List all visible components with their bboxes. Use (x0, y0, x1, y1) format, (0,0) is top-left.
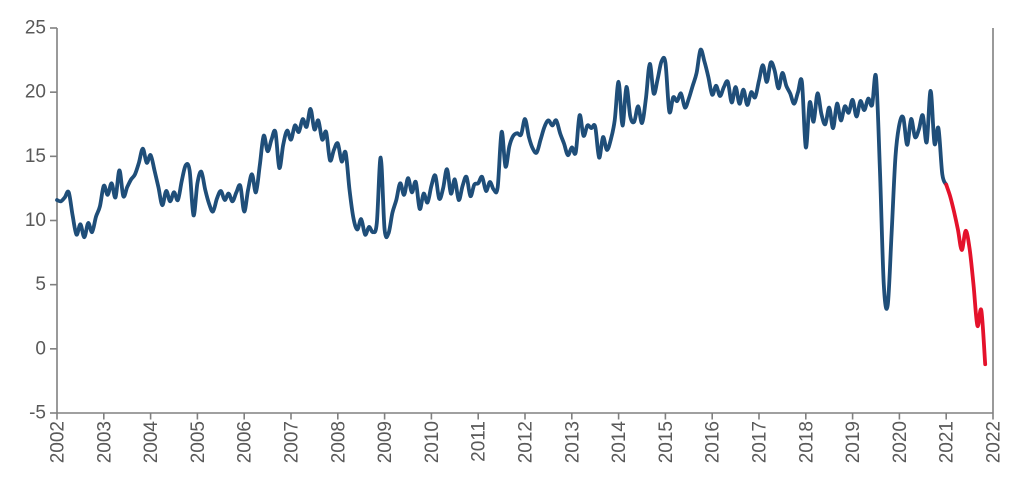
x-tick-label: 2016 (703, 421, 724, 463)
x-tick-label: 2019 (843, 421, 864, 463)
x-tick-label: 2009 (375, 421, 396, 463)
x-tick-label: 2006 (235, 421, 256, 463)
y-tick-label: 25 (25, 18, 46, 39)
x-tick-label: 2013 (562, 421, 583, 463)
x-tick-label: 2008 (328, 421, 349, 463)
y-tick-label: 5 (35, 274, 46, 295)
x-tick-label: 2002 (48, 421, 69, 463)
highlight-series-path (944, 182, 988, 367)
y-tick-label: 0 (35, 338, 46, 359)
main-series-path (55, 47, 949, 311)
x-tick-label: 2017 (750, 421, 771, 463)
y-tick-label: 10 (25, 210, 46, 231)
x-tick-label: 2020 (890, 421, 911, 463)
x-tick-label: 2015 (656, 421, 677, 463)
x-tick-label: 2022 (984, 421, 1005, 463)
x-tick-label: 2012 (516, 421, 537, 463)
x-tick-label: 2021 (937, 421, 958, 463)
x-tick-label: 2003 (94, 421, 115, 463)
x-tick-label: 2014 (609, 421, 630, 464)
x-tick-label: 2007 (282, 421, 303, 463)
y-tick-label: 20 (25, 82, 46, 103)
x-tick-label: 2011 (469, 421, 490, 462)
x-tick-label: 2004 (141, 421, 162, 464)
y-tick-label: -5 (29, 403, 46, 424)
x-tick-label: 2010 (422, 421, 443, 463)
y-tick-label: 15 (25, 146, 46, 167)
x-tick-label: 2005 (188, 421, 209, 463)
x-tick-label: 2018 (796, 421, 817, 463)
